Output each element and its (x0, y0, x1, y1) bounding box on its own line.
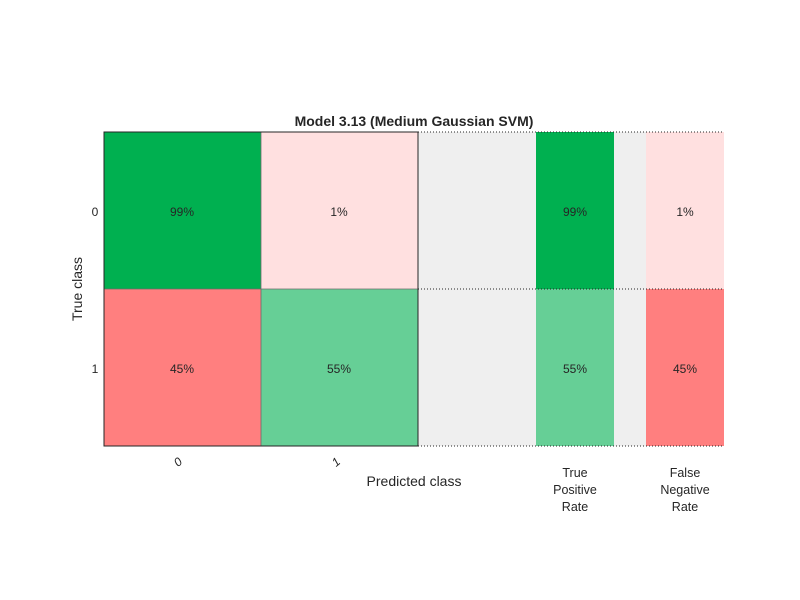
col-tick-label: 1 (329, 454, 343, 469)
cell-value-label: 55% (327, 362, 351, 376)
tpr-column-label-line: True (562, 466, 587, 480)
col-tick-label: 0 (171, 454, 185, 469)
fnr-cell (646, 289, 724, 446)
cell-value-label: 45% (170, 362, 194, 376)
fnr-value-label: 1% (676, 205, 694, 219)
chart-title: Model 3.13 (Medium Gaussian SVM) (295, 113, 534, 129)
matrix-cell (104, 132, 261, 289)
fnr-column-label-line: Negative (660, 483, 709, 497)
matrix-cell (104, 289, 261, 446)
tpr-column-label-line: Positive (553, 483, 597, 497)
tpr-column-label-line: Rate (562, 500, 588, 514)
matrix-cell (261, 132, 418, 289)
fnr-column-label-line: False (670, 466, 701, 480)
cell-value-label: 1% (330, 205, 348, 219)
row-tick-label: 1 (92, 362, 99, 376)
x-axis-label: Predicted class (367, 473, 462, 489)
row-tick-label: 0 (92, 205, 99, 219)
tpr-cell (536, 132, 614, 289)
fnr-column-label-line: Rate (672, 500, 698, 514)
cell-value-label: 99% (170, 205, 194, 219)
tpr-cell (536, 289, 614, 446)
y-axis-label: True class (69, 257, 85, 321)
fnr-value-label: 45% (673, 362, 697, 376)
tpr-value-label: 55% (563, 362, 587, 376)
tpr-value-label: 99% (563, 205, 587, 219)
fnr-cell (646, 132, 724, 289)
matrix-cell (261, 289, 418, 446)
